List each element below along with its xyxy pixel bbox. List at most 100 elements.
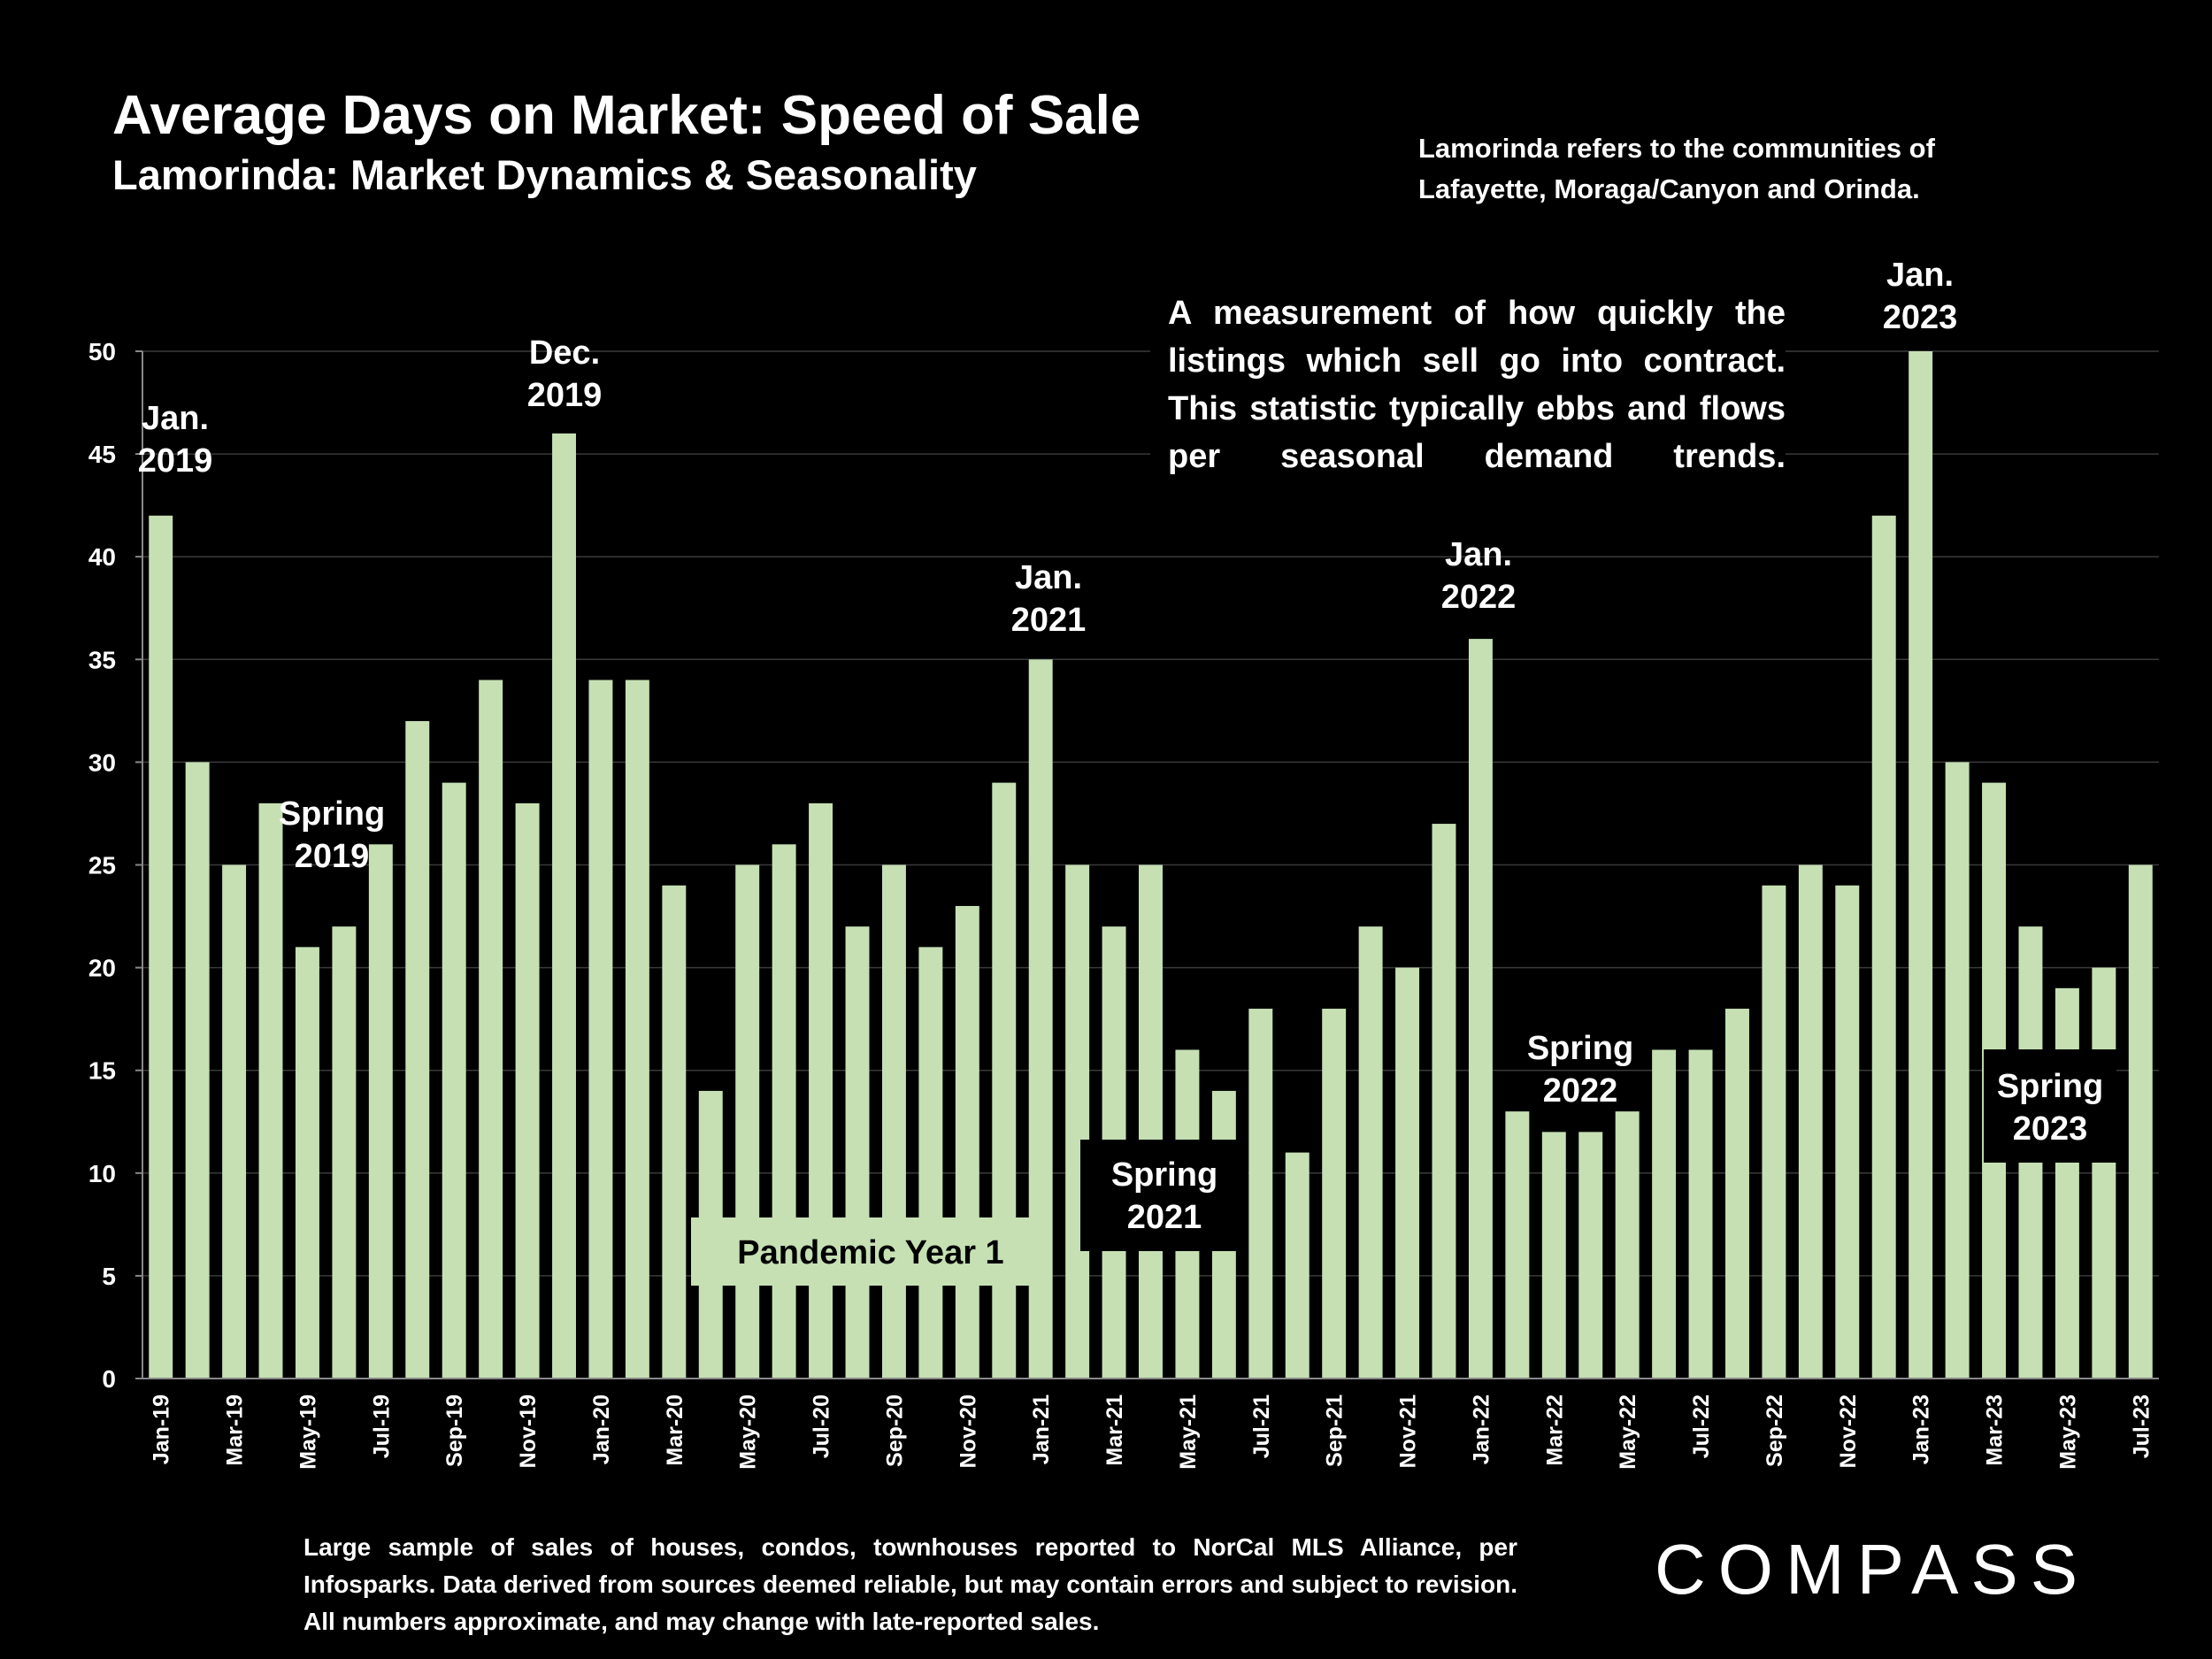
bar-Nov-22 <box>1835 885 1860 1379</box>
x-tick-label: Jul-23 <box>2129 1394 2154 1458</box>
bar-Jan-19 <box>149 515 173 1379</box>
bar-Sep-20 <box>881 864 906 1379</box>
bar-Feb-23 <box>1945 762 1970 1379</box>
bar-Jun-20 <box>772 844 796 1379</box>
svg-text:2023: 2023 <box>1883 299 1958 336</box>
annotation-dec2019: Dec. 2019 <box>527 334 603 414</box>
bar-Mar-22 <box>1541 1132 1566 1379</box>
pandemic-label: Pandemic Year 1 <box>737 1234 1003 1271</box>
x-tick-label: Sep-22 <box>1763 1394 1787 1467</box>
annotation-spring2021: Spring 2021 <box>1111 1156 1217 1236</box>
bar-Sep-22 <box>1762 885 1786 1379</box>
x-tick-label: May-19 <box>296 1394 320 1470</box>
svg-text:2023: 2023 <box>2013 1110 2088 1148</box>
svg-text:2022: 2022 <box>1441 579 1517 616</box>
svg-text:Spring: Spring <box>279 795 385 833</box>
annotation-jan2021: Jan. 2021 <box>1011 559 1087 639</box>
bar-Aug-21 <box>1285 1152 1310 1379</box>
svg-text:Spring: Spring <box>1527 1030 1633 1067</box>
bar-Dec-21 <box>1432 824 1456 1379</box>
svg-text:Dec.: Dec. <box>529 334 600 372</box>
svg-text:2021: 2021 <box>1127 1199 1202 1236</box>
spring2021-box <box>1080 1140 1248 1251</box>
bar-Feb-21 <box>1065 864 1090 1379</box>
svg-text:Jan.: Jan. <box>1445 536 1512 573</box>
bar-Jul-21 <box>1248 1009 1273 1379</box>
x-tick-label: Sep-19 <box>442 1394 467 1467</box>
svg-text:2019: 2019 <box>138 442 213 480</box>
bar-Nov-20 <box>955 905 979 1379</box>
bar-May-22 <box>1615 1111 1640 1379</box>
x-tick-label: Mar-20 <box>663 1394 687 1466</box>
compass-logo: COMPASS <box>1655 1530 2091 1609</box>
x-tick-label: Jan-21 <box>1029 1394 1054 1464</box>
x-tick-label: Jul-21 <box>1249 1394 1274 1458</box>
svg-text:Spring: Spring <box>1997 1068 2103 1105</box>
y-tick-label: 35 <box>88 646 116 673</box>
note-line-2: Lafayette, Moraga/Canyon and Orinda. <box>1418 173 1920 204</box>
y-tick-label: 15 <box>88 1057 116 1085</box>
svg-text:2019: 2019 <box>527 377 603 414</box>
bar-Jun-22 <box>1652 1049 1677 1379</box>
x-tick-label: Nov-22 <box>1836 1394 1861 1468</box>
annotation-jan2019: Jan. 2019 <box>138 400 213 480</box>
bar-Dec-19 <box>552 433 576 1379</box>
svg-text:Jan.: Jan. <box>142 400 209 437</box>
bar-Jan-22 <box>1468 639 1493 1379</box>
y-tick-label: 25 <box>88 852 116 879</box>
bar-Mar-20 <box>662 885 687 1379</box>
bar-May-20 <box>735 864 760 1379</box>
bar-Nov-21 <box>1395 967 1420 1379</box>
y-tick-label: 0 <box>102 1365 116 1393</box>
lamorinda-note: Lamorinda refers to the communities of L… <box>1418 128 1935 210</box>
svg-text:Jan.: Jan. <box>1886 257 1954 294</box>
x-tick-label: Mar-23 <box>1983 1394 2008 1466</box>
bar-Apr-19 <box>258 803 283 1379</box>
bar-May-19 <box>295 947 319 1379</box>
x-tick-label: May-23 <box>2055 1394 2080 1470</box>
bar-Jul-20 <box>809 803 833 1379</box>
bar-Sep-21 <box>1322 1009 1347 1379</box>
bar-Aug-19 <box>405 720 430 1379</box>
annotation-jan2022: Jan. 2022 <box>1441 536 1517 616</box>
y-tick-label: 45 <box>88 441 116 468</box>
x-tick-label: Sep-20 <box>882 1394 907 1467</box>
x-tick-label: Nov-19 <box>516 1394 541 1468</box>
svg-text:Jan.: Jan. <box>1015 559 1082 596</box>
x-tick-label: Jan-23 <box>1909 1394 1934 1464</box>
bar-Nov-19 <box>515 803 540 1379</box>
bar-Apr-21 <box>1139 864 1163 1379</box>
bar-Jan-20 <box>588 680 613 1379</box>
bar-Jul-22 <box>1688 1049 1713 1379</box>
annotation-spring2023: Spring 2023 <box>1997 1068 2103 1148</box>
pandemic-box <box>691 1217 1051 1286</box>
annotation-jan2023: Jan. 2023 <box>1883 257 1958 336</box>
annotation-spring2022: Spring 2022 <box>1527 1030 1633 1110</box>
chart-subtitle: Lamorinda: Market Dynamics & Seasonality <box>112 151 977 198</box>
x-tick-label: Jul-20 <box>810 1394 834 1458</box>
x-tick-label: Jan-22 <box>1469 1394 1494 1464</box>
bar-Oct-19 <box>479 680 503 1379</box>
y-tick-label: 10 <box>88 1160 116 1187</box>
x-tick-label: Jul-22 <box>1689 1394 1714 1458</box>
bar-Sep-19 <box>442 782 466 1379</box>
bar-Jul-19 <box>368 844 393 1379</box>
x-tick-label: May-22 <box>1616 1394 1640 1470</box>
x-tick-label: Mar-19 <box>223 1394 248 1466</box>
bar-Jul-23 <box>2128 864 2153 1379</box>
x-tick-label: Jan-20 <box>589 1394 614 1464</box>
y-tick-label: 30 <box>88 749 116 776</box>
svg-text:2021: 2021 <box>1011 602 1087 639</box>
y-tick-label: 5 <box>102 1263 116 1290</box>
bar-Feb-20 <box>625 680 649 1379</box>
x-tick-label: May-20 <box>736 1394 761 1470</box>
x-tick-label: Nov-20 <box>956 1394 980 1468</box>
x-tick-label: Mar-21 <box>1102 1394 1127 1466</box>
bar-Feb-19 <box>185 762 210 1379</box>
x-tick-label: Jul-19 <box>369 1394 394 1458</box>
note-line-1: Lamorinda refers to the communities of <box>1418 133 1935 164</box>
x-tick-label: Jan-19 <box>150 1394 174 1464</box>
footer-disclaimer: Large sample of sales of houses, condos,… <box>303 1533 1517 1635</box>
y-tick-label: 50 <box>88 338 116 365</box>
x-tick-label: Nov-21 <box>1396 1394 1421 1468</box>
